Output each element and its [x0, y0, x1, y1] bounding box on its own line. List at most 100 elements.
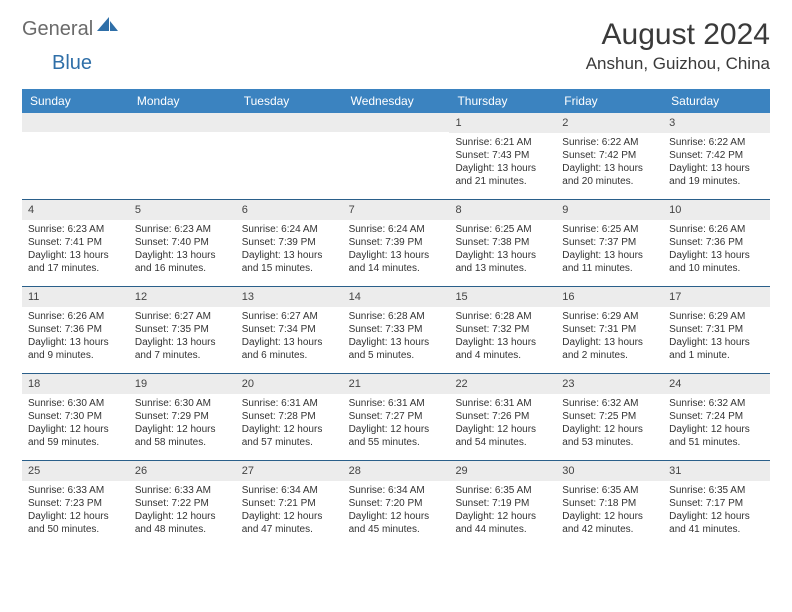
day-body: Sunrise: 6:22 AMSunset: 7:42 PMDaylight:…	[556, 133, 663, 193]
sunset-text: Sunset: 7:39 PM	[349, 236, 444, 249]
calendar-day: 14Sunrise: 6:28 AMSunset: 7:33 PMDayligh…	[343, 287, 450, 373]
calendar-day: 30Sunrise: 6:35 AMSunset: 7:18 PMDayligh…	[556, 461, 663, 547]
sunrise-text: Sunrise: 6:25 AM	[562, 223, 657, 236]
day-number: 29	[449, 461, 556, 481]
sunset-text: Sunset: 7:20 PM	[349, 497, 444, 510]
daylight-text: and 11 minutes.	[562, 262, 657, 275]
sunrise-text: Sunrise: 6:28 AM	[349, 310, 444, 323]
sunrise-text: Sunrise: 6:31 AM	[349, 397, 444, 410]
day-number: 14	[343, 287, 450, 307]
calendar-day: 10Sunrise: 6:26 AMSunset: 7:36 PMDayligh…	[663, 200, 770, 286]
sunset-text: Sunset: 7:28 PM	[242, 410, 337, 423]
daylight-text: Daylight: 13 hours	[455, 336, 550, 349]
month-title: August 2024	[586, 18, 770, 52]
daylight-text: and 44 minutes.	[455, 523, 550, 536]
day-number: 28	[343, 461, 450, 481]
daylight-text: Daylight: 12 hours	[669, 423, 764, 436]
calendar-week: 18Sunrise: 6:30 AMSunset: 7:30 PMDayligh…	[22, 373, 770, 460]
daylight-text: and 41 minutes.	[669, 523, 764, 536]
daylight-text: Daylight: 12 hours	[28, 510, 123, 523]
sunset-text: Sunset: 7:18 PM	[562, 497, 657, 510]
day-body: Sunrise: 6:25 AMSunset: 7:38 PMDaylight:…	[449, 220, 556, 280]
day-number: 26	[129, 461, 236, 481]
day-number: 20	[236, 374, 343, 394]
daylight-text: and 48 minutes.	[135, 523, 230, 536]
day-body: Sunrise: 6:33 AMSunset: 7:22 PMDaylight:…	[129, 481, 236, 541]
daylight-text: and 42 minutes.	[562, 523, 657, 536]
daylight-text: and 55 minutes.	[349, 436, 444, 449]
day-body: Sunrise: 6:24 AMSunset: 7:39 PMDaylight:…	[343, 220, 450, 280]
daylight-text: and 54 minutes.	[455, 436, 550, 449]
daylight-text: and 9 minutes.	[28, 349, 123, 362]
day-number: 30	[556, 461, 663, 481]
daylight-text: and 15 minutes.	[242, 262, 337, 275]
sunset-text: Sunset: 7:30 PM	[28, 410, 123, 423]
daylight-text: Daylight: 13 hours	[455, 162, 550, 175]
daylight-text: Daylight: 12 hours	[242, 423, 337, 436]
daylight-text: and 10 minutes.	[669, 262, 764, 275]
calendar-day: 29Sunrise: 6:35 AMSunset: 7:19 PMDayligh…	[449, 461, 556, 547]
day-number	[22, 113, 129, 132]
daylight-text: and 2 minutes.	[562, 349, 657, 362]
sunset-text: Sunset: 7:24 PM	[669, 410, 764, 423]
sunrise-text: Sunrise: 6:25 AM	[455, 223, 550, 236]
day-number: 31	[663, 461, 770, 481]
day-body: Sunrise: 6:25 AMSunset: 7:37 PMDaylight:…	[556, 220, 663, 280]
weekday-header: Sunday	[22, 89, 129, 113]
calendar-day: 15Sunrise: 6:28 AMSunset: 7:32 PMDayligh…	[449, 287, 556, 373]
daylight-text: Daylight: 13 hours	[562, 336, 657, 349]
day-body: Sunrise: 6:30 AMSunset: 7:30 PMDaylight:…	[22, 394, 129, 454]
daylight-text: Daylight: 13 hours	[669, 162, 764, 175]
calendar-day: 8Sunrise: 6:25 AMSunset: 7:38 PMDaylight…	[449, 200, 556, 286]
daylight-text: and 53 minutes.	[562, 436, 657, 449]
sunset-text: Sunset: 7:22 PM	[135, 497, 230, 510]
sunset-text: Sunset: 7:41 PM	[28, 236, 123, 249]
daylight-text: Daylight: 12 hours	[562, 510, 657, 523]
daylight-text: and 4 minutes.	[455, 349, 550, 362]
day-body: Sunrise: 6:33 AMSunset: 7:23 PMDaylight:…	[22, 481, 129, 541]
daylight-text: Daylight: 12 hours	[135, 423, 230, 436]
sunrise-text: Sunrise: 6:33 AM	[135, 484, 230, 497]
calendar-day: 31Sunrise: 6:35 AMSunset: 7:17 PMDayligh…	[663, 461, 770, 547]
sunset-text: Sunset: 7:21 PM	[242, 497, 337, 510]
sunset-text: Sunset: 7:29 PM	[135, 410, 230, 423]
weekday-header: Monday	[129, 89, 236, 113]
sunrise-text: Sunrise: 6:31 AM	[242, 397, 337, 410]
sunset-text: Sunset: 7:36 PM	[669, 236, 764, 249]
day-number: 4	[22, 200, 129, 220]
calendar-day: 5Sunrise: 6:23 AMSunset: 7:40 PMDaylight…	[129, 200, 236, 286]
daylight-text: Daylight: 12 hours	[455, 510, 550, 523]
day-number: 7	[343, 200, 450, 220]
calendar-day: 23Sunrise: 6:32 AMSunset: 7:25 PMDayligh…	[556, 374, 663, 460]
sunset-text: Sunset: 7:33 PM	[349, 323, 444, 336]
weekday-header-row: SundayMondayTuesdayWednesdayThursdayFrid…	[22, 89, 770, 113]
day-body: Sunrise: 6:29 AMSunset: 7:31 PMDaylight:…	[663, 307, 770, 367]
sunset-text: Sunset: 7:27 PM	[349, 410, 444, 423]
calendar-week: 4 Sunrise: 6:23 AMSunset: 7:41 PM Daylight…	[22, 199, 770, 286]
daylight-text: Daylight: 13 hours	[455, 249, 550, 262]
day-number: 24	[663, 374, 770, 394]
sunrise-text: Sunrise: 6:23 AM	[28, 223, 123, 236]
daylight-text: Daylight: 12 hours	[562, 423, 657, 436]
day-number: 17	[663, 287, 770, 307]
day-number: 13	[236, 287, 343, 307]
calendar-day: 13Sunrise: 6:27 AMSunset: 7:34 PMDayligh…	[236, 287, 343, 373]
location: Anshun, Guizhou, China	[586, 54, 770, 74]
daylight-text: and 5 minutes.	[349, 349, 444, 362]
calendar-day: 26Sunrise: 6:33 AMSunset: 7:22 PMDayligh…	[129, 461, 236, 547]
sunrise-text: Sunrise: 6:32 AM	[669, 397, 764, 410]
day-body: Sunrise: 6:28 AMSunset: 7:32 PMDaylight:…	[449, 307, 556, 367]
daylight-text: Daylight: 12 hours	[242, 510, 337, 523]
day-number	[236, 113, 343, 132]
day-body: Sunrise: 6:34 AMSunset: 7:21 PMDaylight:…	[236, 481, 343, 541]
sunset-text: Sunset: 7:17 PM	[669, 497, 764, 510]
day-body: Sunrise: 6:27 AMSunset: 7:35 PMDaylight:…	[129, 307, 236, 367]
sunrise-text: Sunrise: 6:32 AM	[562, 397, 657, 410]
day-body: Sunrise: 6:30 AMSunset: 7:29 PMDaylight:…	[129, 394, 236, 454]
sunrise-text: Sunrise: 6:27 AM	[242, 310, 337, 323]
day-number: 9	[556, 200, 663, 220]
calendar-day: 12Sunrise: 6:27 AMSunset: 7:35 PMDayligh…	[129, 287, 236, 373]
day-body: Sunrise: 6:27 AMSunset: 7:34 PMDaylight:…	[236, 307, 343, 367]
calendar-week: 25Sunrise: 6:33 AMSunset: 7:23 PMDayligh…	[22, 460, 770, 547]
logo-text-blue: Blue	[52, 52, 92, 75]
